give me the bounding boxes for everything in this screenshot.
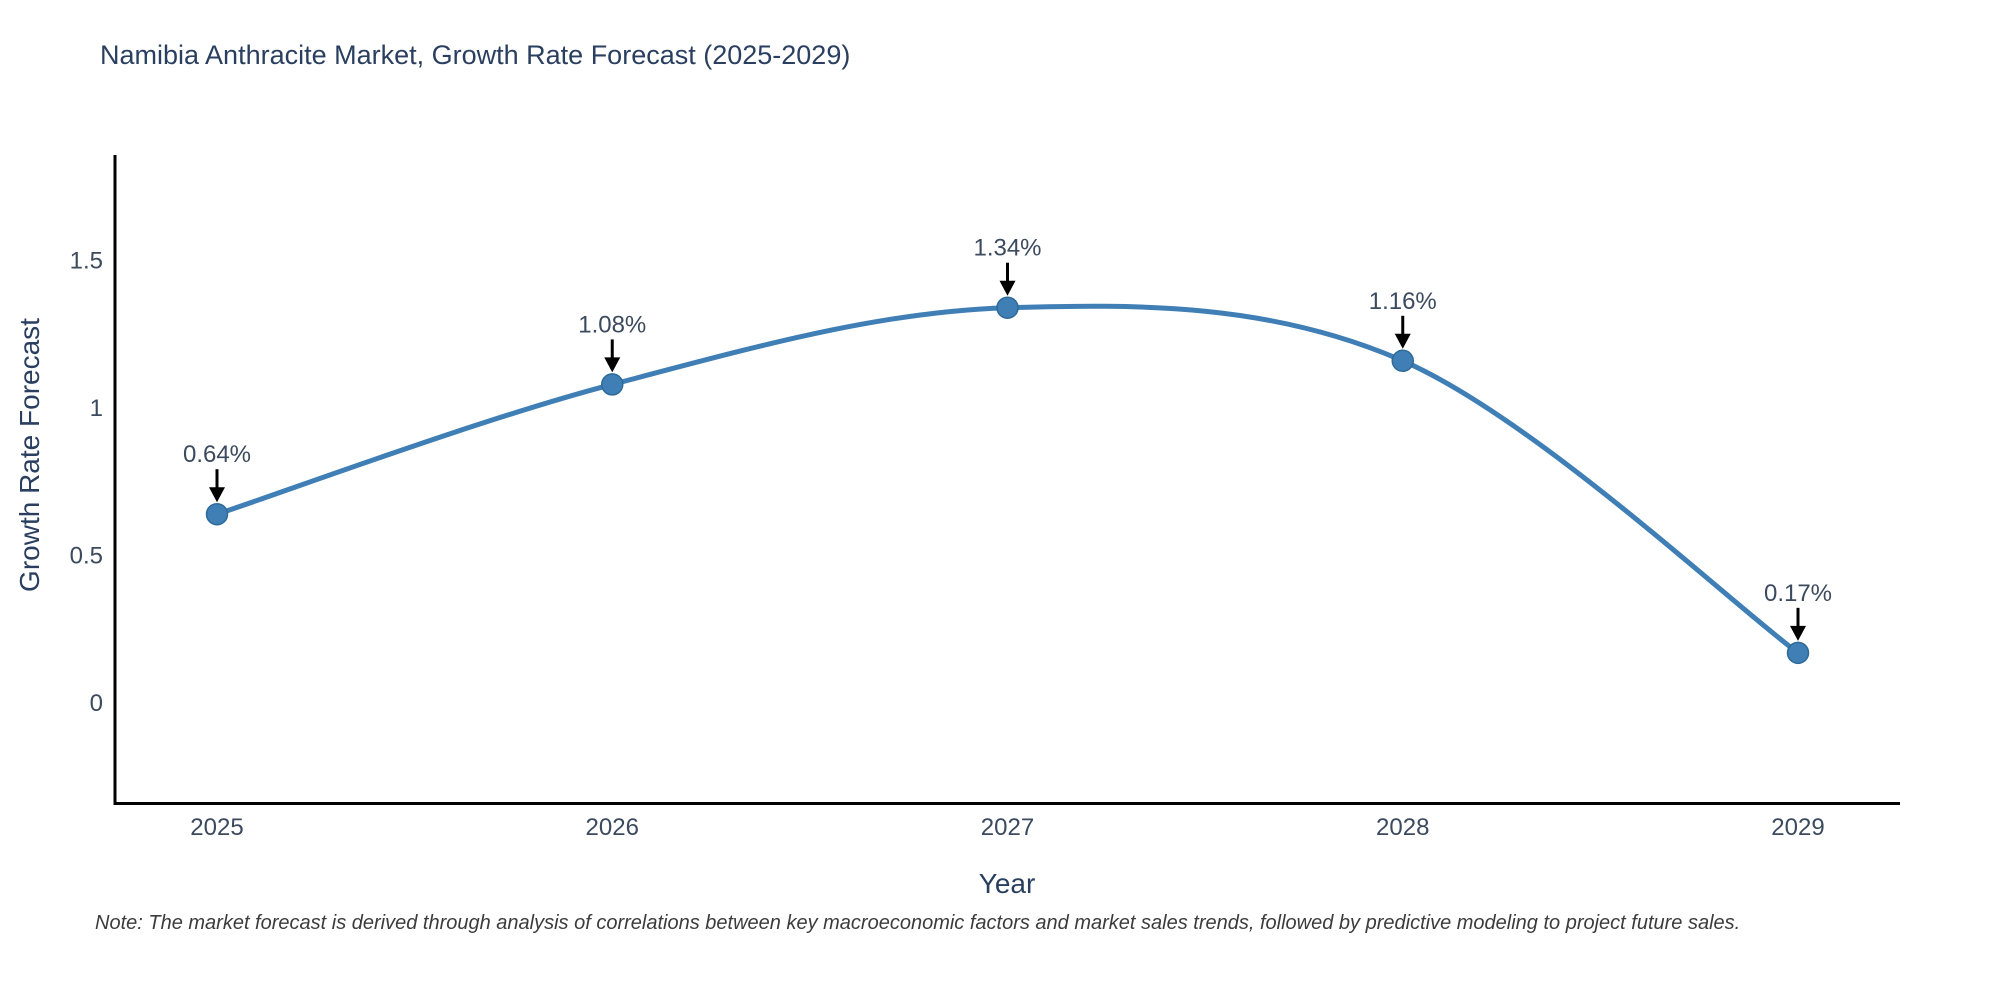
annotation-arrowhead bbox=[209, 487, 225, 503]
x-tick-label: 2027 bbox=[981, 814, 1034, 841]
data-point-marker[interactable] bbox=[1391, 349, 1414, 373]
annotation-arrowhead bbox=[1394, 333, 1411, 349]
data-point-marker[interactable] bbox=[996, 296, 1019, 319]
annotation-arrowhead bbox=[999, 280, 1016, 296]
y-tick-label: 1 bbox=[90, 395, 103, 422]
y-tick-label: 0 bbox=[90, 690, 103, 717]
footnote: Note: The market forecast is derived thr… bbox=[95, 912, 1741, 934]
point-annotation: 0.64% bbox=[183, 441, 251, 468]
data-point-marker[interactable] bbox=[1786, 641, 1810, 665]
x-tick-label: 2025 bbox=[190, 814, 243, 841]
x-tick-label: 2029 bbox=[1771, 814, 1824, 841]
y-tick-label: 0.5 bbox=[70, 543, 103, 570]
point-annotation: 1.16% bbox=[1369, 288, 1437, 315]
x-tick-label: 2028 bbox=[1376, 814, 1429, 841]
forecast-line bbox=[214, 303, 1801, 656]
point-annotation: 0.17% bbox=[1764, 580, 1832, 607]
x-axis-title: Year bbox=[978, 868, 1036, 899]
x-tick-label: 2026 bbox=[586, 814, 639, 841]
annotation-arrowhead bbox=[604, 357, 621, 373]
data-point-marker[interactable] bbox=[601, 373, 624, 396]
y-axis-title: Growth Rate Forecast bbox=[14, 318, 45, 592]
annotation-arrowhead bbox=[1790, 625, 1806, 641]
point-annotation: 1.08% bbox=[578, 311, 646, 338]
point-annotation: 1.34% bbox=[973, 235, 1041, 262]
y-tick-label: 1.5 bbox=[70, 248, 103, 275]
chart-title: Namibia Anthracite Market, Growth Rate F… bbox=[100, 40, 851, 70]
data-point-marker[interactable] bbox=[205, 502, 229, 526]
